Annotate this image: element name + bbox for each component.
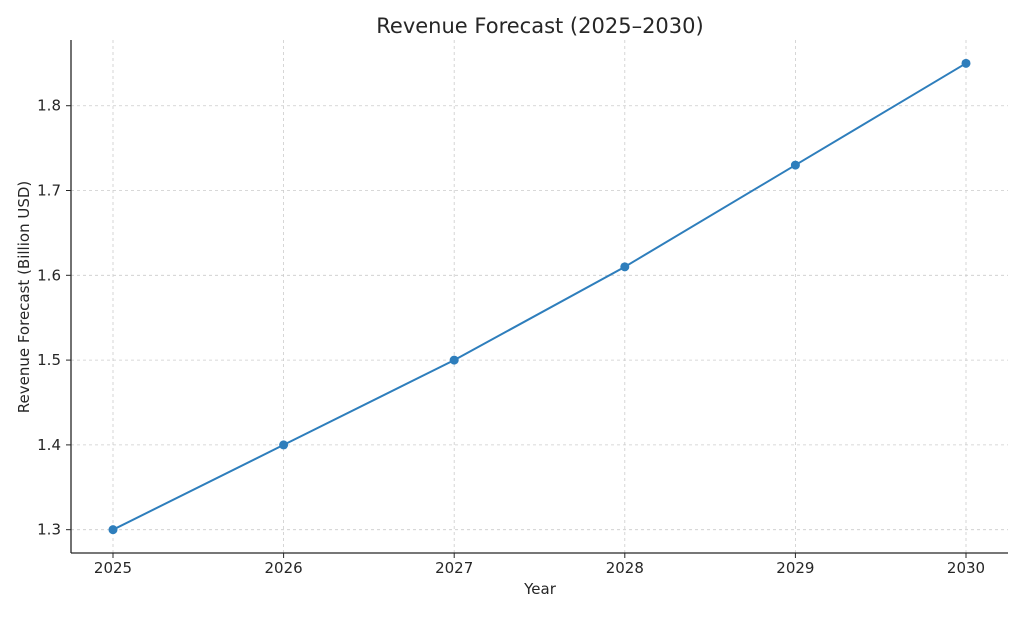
x-tick-label: 2026 [265,559,303,577]
chart-title: Revenue Forecast (2025–2030) [376,14,703,38]
y-tick-labels: 1.3 1.4 1.5 1.6 1.7 1.8 [37,97,71,539]
series-line [112,62,967,531]
x-tick-label: 2025 [94,559,132,577]
data-point-marker [449,355,459,365]
y-tick-label: 1.7 [37,182,61,200]
data-point-marker [790,160,800,170]
data-point-marker [279,440,289,450]
x-tick-label: 2030 [947,559,985,577]
data-point-marker [108,525,118,535]
x-tick-label: 2028 [606,559,644,577]
y-axis-label: Revenue Forecast (Billion USD) [15,181,33,414]
y-tick-label: 1.8 [37,97,61,115]
x-tick-label: 2029 [776,559,814,577]
data-point-marker [961,58,971,68]
x-tick-labels: 2025 2026 2027 2028 2029 2030 [94,553,985,577]
axes [70,40,1008,554]
data-series [108,58,971,535]
x-axis-label: Year [523,580,557,598]
x-tick-label: 2027 [435,559,473,577]
y-tick-label: 1.3 [37,521,61,539]
data-point-marker [620,262,630,272]
y-tick-label: 1.5 [37,351,61,369]
y-tick-label: 1.4 [37,436,61,454]
grid-lines [71,40,1008,553]
y-tick-label: 1.6 [37,266,61,284]
